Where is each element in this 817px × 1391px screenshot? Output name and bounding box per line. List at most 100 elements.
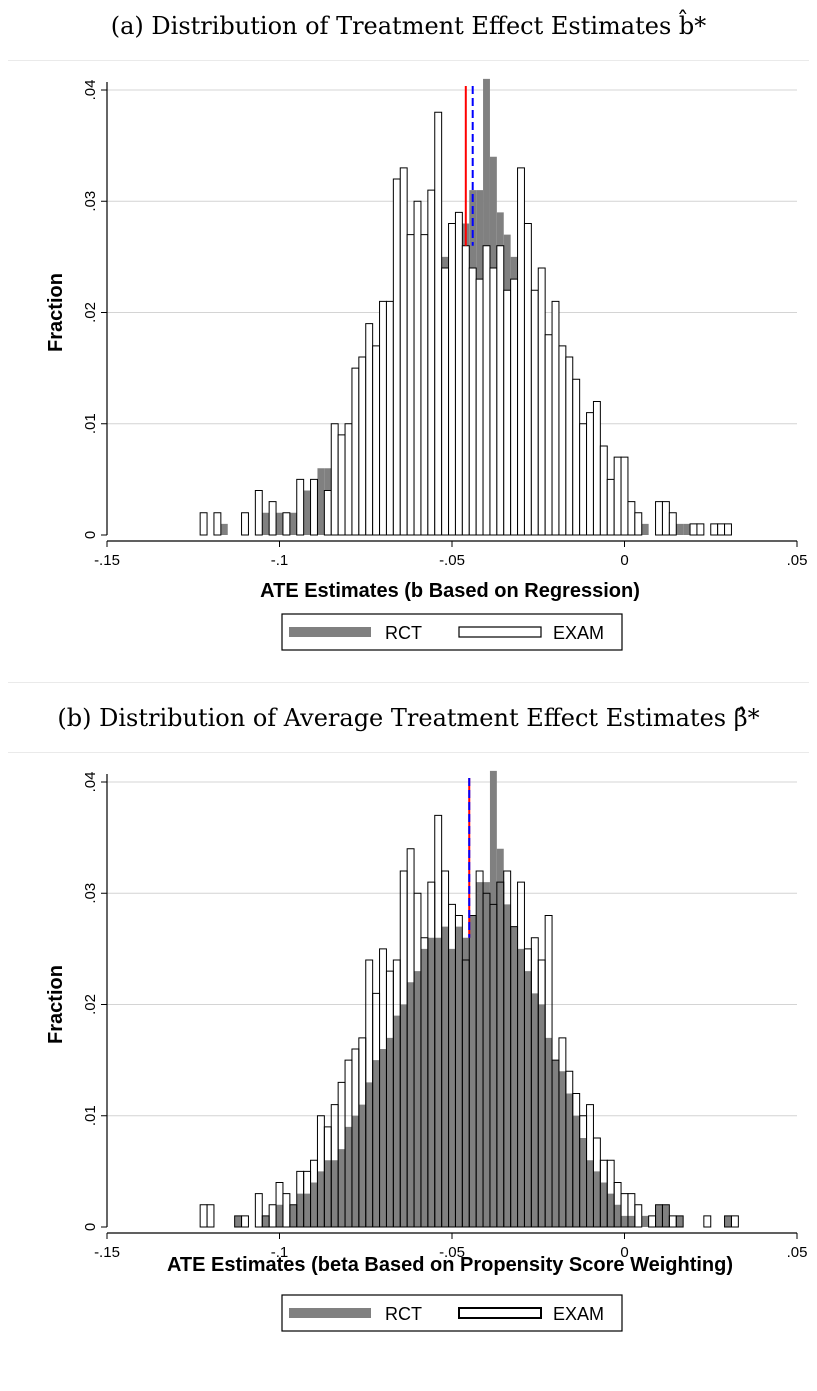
histogram-bar-exam — [696, 523, 705, 536]
histogram-chart-a: 0 .01 .02 .03 .04 -.15 -.1 -.05 0 .05 Fraction ATE … — [45, 78, 808, 651]
y-tick-label: .03 — [82, 191, 99, 212]
histogram-bar-rct — [434, 937, 442, 1227]
histogram-bar-rct — [351, 1115, 359, 1227]
x-axis-title: ATE Estimates (beta Based on Propensity … — [167, 1254, 733, 1276]
histogram-bar-exam — [544, 334, 553, 536]
histogram-bar-exam — [489, 267, 498, 536]
histogram-bar-rct — [503, 904, 511, 1227]
histogram-bar-exam — [310, 478, 318, 536]
histogram-bar-rct — [524, 971, 532, 1227]
histogram-bar-rct — [276, 512, 283, 535]
histogram-bar-exam — [448, 223, 456, 536]
histogram-bar-rct — [462, 937, 470, 1227]
y-tick-label: 0 — [82, 531, 99, 539]
histogram-bar-exam — [337, 434, 346, 536]
x-axis-title: ATE Estimates (b Based on Regression) — [260, 580, 640, 602]
histogram-bar-rct — [496, 848, 504, 1227]
y-tick-label: .04 — [82, 772, 99, 793]
histogram-bar-exam — [730, 1215, 739, 1228]
histogram-bar-rct — [607, 1193, 615, 1227]
histogram-bar-rct — [676, 523, 684, 535]
panel-a-top-divider — [8, 60, 809, 61]
histogram-bar-exam — [717, 523, 726, 536]
histogram-bar-rct — [400, 1004, 408, 1227]
legend-swatch-exam — [458, 626, 542, 638]
histogram-bar-rct — [234, 1215, 242, 1227]
histogram-bar-rct — [558, 1071, 566, 1227]
histogram-bar-exam — [427, 189, 436, 536]
histogram-bar-rct — [476, 882, 484, 1227]
histogram-bar-exam — [351, 367, 360, 536]
histogram-bar-exam — [282, 512, 291, 536]
histogram-bar-exam — [599, 445, 608, 536]
histogram-bar-exam — [399, 167, 408, 536]
histogram-bar-exam — [703, 1215, 712, 1228]
histogram-bar-exam — [420, 234, 429, 536]
x-tick-label: .05 — [787, 552, 808, 569]
histogram-bar-exam — [710, 523, 719, 536]
histogram-bar-rct — [621, 1215, 628, 1227]
histogram-bar-exam — [648, 1215, 657, 1228]
histogram-bar-exam — [613, 456, 622, 536]
histogram-bar-rct — [338, 1149, 346, 1227]
histogram-bar-exam — [199, 1204, 208, 1228]
histogram-bar-rct — [289, 512, 297, 535]
histogram-bar-exam — [372, 345, 381, 536]
histogram-bar-exam — [454, 211, 463, 536]
histogram-bar-exam — [565, 356, 574, 536]
histogram-bar-exam — [282, 1193, 291, 1228]
histogram-bar-rct — [586, 1160, 594, 1227]
histogram-bar-rct — [531, 993, 539, 1227]
histogram-bar-rct — [489, 770, 497, 1227]
histogram-bar-exam — [206, 1204, 215, 1228]
y-tick-label: .03 — [82, 883, 99, 904]
histogram-bar-exam — [572, 378, 581, 536]
histogram-bar-rct — [538, 1004, 546, 1227]
legend-label-rct: RCT — [385, 623, 422, 643]
histogram-bar-exam — [392, 178, 401, 536]
histogram-bar-exam — [668, 512, 677, 536]
histogram-bar-exam — [523, 223, 532, 536]
histogram-bar-rct — [427, 937, 435, 1227]
histogram-bar-rct — [324, 1160, 332, 1227]
panel-b-title: (b) Distribution of Average Treatment Ef… — [57, 704, 760, 732]
histogram-bar-exam — [441, 267, 450, 536]
histogram-bar-exam — [199, 512, 208, 536]
histogram-bar-exam — [268, 1204, 277, 1228]
legend-box — [281, 613, 623, 651]
histogram-bar-rct — [441, 926, 449, 1227]
histogram-bar-rct — [517, 948, 525, 1227]
histogram-bar-exam — [503, 289, 512, 536]
panel-b-top-divider — [8, 752, 809, 753]
y-tick-label: .02 — [82, 994, 99, 1015]
histogram-bar-rct — [276, 1204, 283, 1227]
histogram-bar-rct — [545, 1037, 553, 1227]
histogram-bar-rct — [379, 1049, 387, 1227]
legend-swatch-rct — [289, 627, 371, 637]
histogram-bar-rct — [572, 1115, 580, 1227]
histogram-bar-exam — [620, 456, 629, 536]
histogram-bar-rct — [420, 948, 428, 1227]
histogram-bar-rct — [676, 1215, 684, 1227]
histogram-bar-exam — [379, 300, 387, 536]
histogram-bar-exam — [517, 167, 525, 536]
histogram-bar-exam — [365, 323, 374, 536]
x-tick-label: -.15 — [94, 552, 120, 569]
histogram-bar-exam — [496, 245, 505, 536]
histogram-bar-rct — [683, 523, 691, 535]
histogram-bar-exam — [468, 267, 477, 536]
histogram-bar-rct — [262, 512, 270, 535]
histogram-bar-exam — [689, 523, 698, 536]
histogram-bar-exam — [634, 512, 643, 536]
histogram-bar-rct — [655, 1204, 663, 1227]
histogram-bar-rct — [303, 1193, 311, 1227]
histogram-bar-rct — [448, 948, 456, 1227]
histogram-bar-rct — [345, 1126, 352, 1227]
histogram-bar-exam — [675, 1215, 684, 1228]
histogram-bar-rct — [393, 1015, 401, 1227]
histogram-bar-exam — [724, 523, 732, 536]
histogram-bar-rct — [593, 1171, 601, 1227]
histogram-bar-rct — [289, 1204, 297, 1227]
histogram-bar-exam — [241, 1215, 249, 1228]
y-tick-label: .02 — [82, 302, 99, 323]
